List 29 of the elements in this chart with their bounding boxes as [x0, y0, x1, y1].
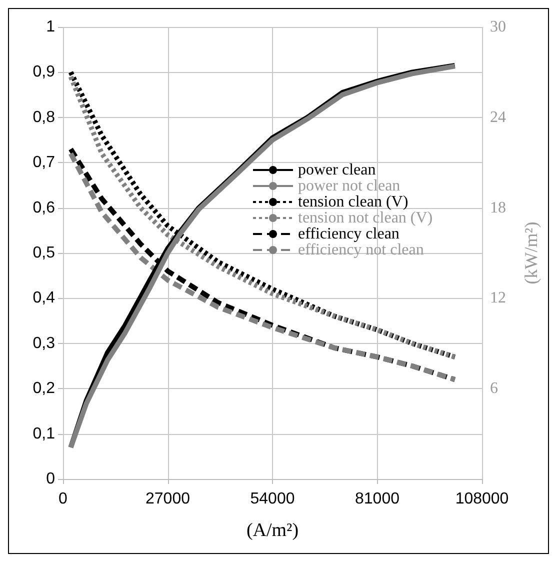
y2-tick-label: 6 — [490, 380, 498, 398]
x-tick-label: 27000 — [146, 490, 190, 508]
x-tick-label: 54000 — [250, 490, 295, 508]
legend-label: power not clean — [298, 178, 400, 194]
y-tick-label: 0,2 — [32, 380, 56, 398]
y-tick-label: 1 — [46, 18, 56, 36]
legend-label: tension clean (V) — [298, 194, 408, 210]
y-tick-label: 0,4 — [32, 290, 56, 307]
y2-tick-label: 18 — [490, 199, 506, 216]
y2-tick-label: 30 — [490, 18, 506, 36]
legend-label: tension not clean (V) — [298, 210, 433, 226]
y-tick-label: 0,3 — [32, 334, 56, 352]
y-tick-label: 0,9 — [32, 64, 56, 81]
x-tick-label: 0 — [58, 490, 68, 508]
y2-axis-title: (kW/m²) — [521, 222, 541, 284]
y-tick-label: 0,6 — [32, 199, 56, 216]
y-tick-label: 0,8 — [32, 108, 56, 126]
y2-tick-label: 24 — [490, 108, 506, 126]
y-tick-label: 0,7 — [32, 154, 56, 172]
x-tick-label: 81000 — [355, 490, 400, 508]
y2-tick-label: 12 — [490, 290, 506, 307]
x-tick-label: 108000 — [455, 490, 509, 508]
x-axis-title: (A/m²) — [246, 520, 299, 541]
legend-label: power clean — [298, 162, 376, 178]
legend-label: efficiency not clean — [298, 242, 424, 258]
y-tick-label: 0,1 — [32, 425, 56, 442]
legend-label: efficiency clean — [298, 226, 400, 242]
y-tick-label: 0,5 — [32, 244, 56, 262]
y-tick-label: 0 — [46, 470, 56, 488]
